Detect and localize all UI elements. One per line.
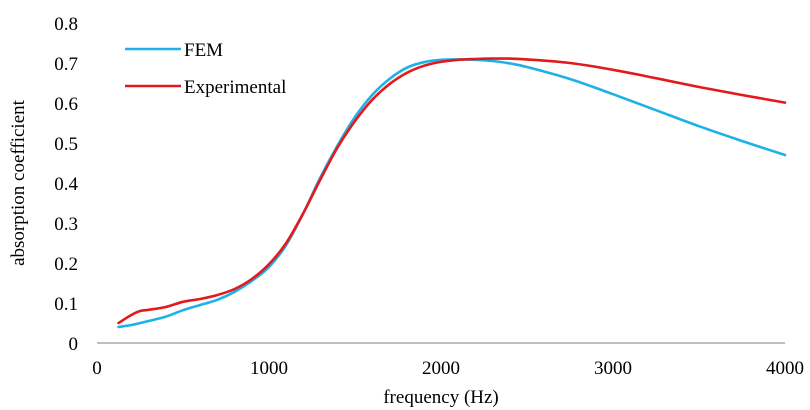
y-axis-title: absorption coefficient: [8, 99, 29, 266]
y-tick-label: 0.4: [54, 174, 78, 195]
x-tick-label: 1000: [250, 358, 288, 379]
series-line-experimental: [117, 57, 787, 325]
y-tick-label: 0.5: [54, 134, 78, 155]
x-tick-label: 2000: [422, 358, 460, 379]
x-tick-labels: 0 1000 2000 3000 4000: [92, 358, 804, 379]
x-tick-label: 3000: [594, 358, 632, 379]
series-line-fem: [117, 58, 787, 329]
y-tick-label: 0.3: [54, 214, 78, 235]
y-tick-labels: 0 0.1 0.2 0.3 0.4 0.5 0.6 0.7 0.8: [54, 14, 78, 355]
y-tick-label: 0.7: [54, 54, 78, 75]
series-lines: [117, 57, 787, 329]
y-tick-label: 0.1: [54, 294, 78, 315]
y-tick-label: 0.8: [54, 14, 78, 35]
y-tick-label: 0.2: [54, 254, 78, 275]
y-tick-label: 0.6: [54, 94, 78, 115]
y-tick-label: 0: [69, 334, 79, 355]
x-tick-label: 0: [92, 358, 102, 379]
legend-label-experimental: Experimental: [184, 77, 286, 98]
x-tick-label: 4000: [766, 358, 804, 379]
legend: FEM Experimental: [125, 40, 286, 98]
plot-area: 0 1000 2000 3000 4000 0 0.1 0.2 0.3 0.4 0.5 0.6 0.7…: [54, 14, 804, 379]
legend-label-fem: FEM: [184, 40, 223, 61]
x-axis-title: frequency (Hz): [383, 387, 499, 408]
